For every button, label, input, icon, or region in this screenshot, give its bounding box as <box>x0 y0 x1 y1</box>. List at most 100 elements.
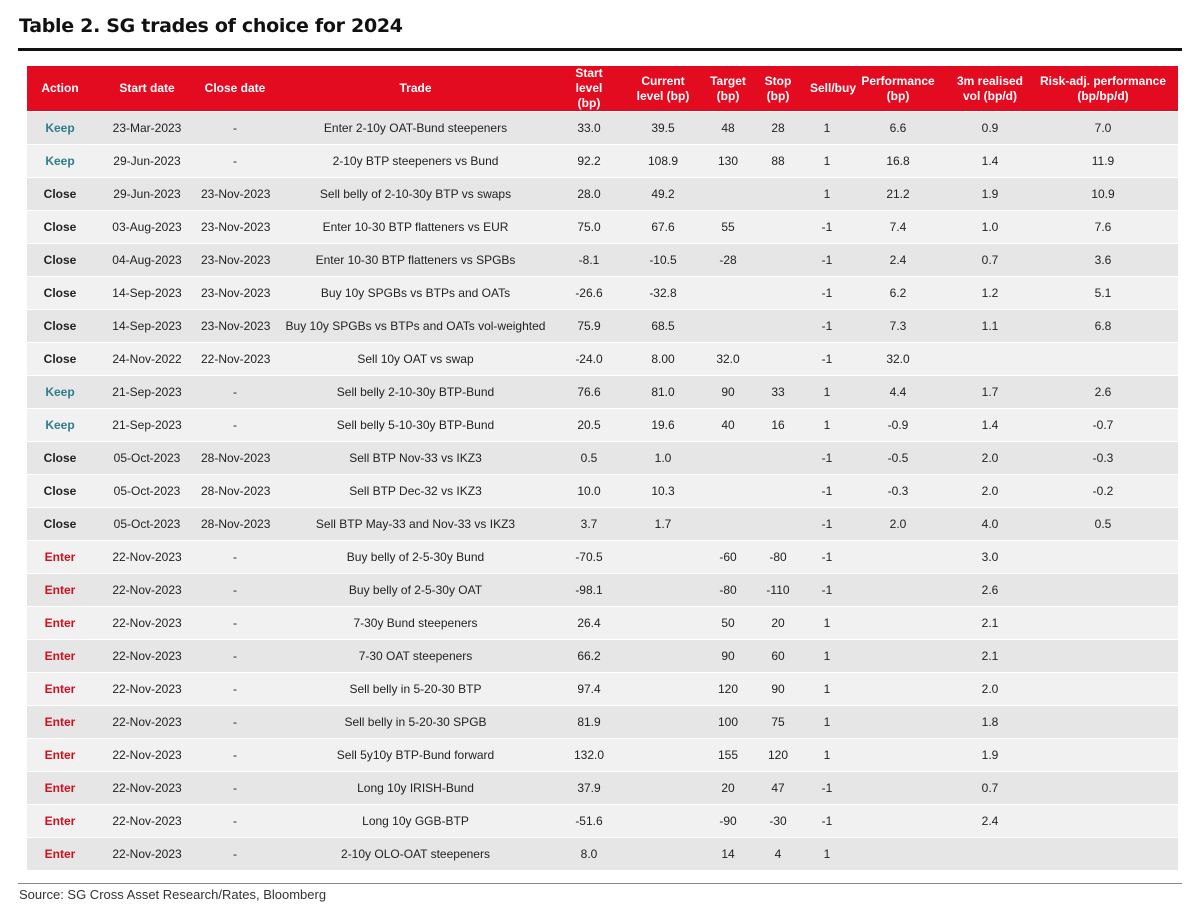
table-cell: 1 <box>810 705 844 739</box>
table-cell: - <box>201 144 269 178</box>
table-cell: - <box>201 573 269 607</box>
table-cell: -8.1 <box>562 243 616 277</box>
table-cell <box>844 606 952 640</box>
table-cell: -28 <box>710 243 746 277</box>
table-cell: 1.7 <box>952 375 1028 409</box>
table-cell: -30 <box>746 804 810 838</box>
table-cell <box>746 441 810 475</box>
table-cell <box>710 441 746 475</box>
table-body: Keep 23-Mar-2023- Enter 2-10y OAT-Bund ste… <box>27 111 1178 870</box>
table-cell: 23-Nov-2023 <box>201 177 270 211</box>
title: Table 2. SG trades of choice for 2024 <box>19 15 403 37</box>
table-cell: -24.0 <box>562 342 616 376</box>
table-cell: -0.9 <box>844 408 952 442</box>
table-cell: Enter 10-30 BTP flatteners vs SPGBs <box>269 243 562 277</box>
table-cell: 7.3 <box>844 309 952 343</box>
table-row: Close 05-Oct-2023 28-Nov-2023 Sell BTP Nov-… <box>27 441 1178 475</box>
table-cell: 90 <box>746 672 810 706</box>
table-cell <box>844 705 952 739</box>
table-cell: 2.4 <box>844 243 952 277</box>
table-cell: 1 <box>810 408 844 442</box>
table-cell: 1.0 <box>952 210 1028 244</box>
table-cell: -80 <box>710 573 746 607</box>
table-cell: 28-Nov-2023 <box>201 441 270 475</box>
table-cell: 7.0 <box>1028 111 1178 145</box>
table-cell: 1.2 <box>952 276 1028 310</box>
table-cell <box>1028 771 1178 805</box>
table-cell <box>616 837 710 870</box>
table-cell: Sell belly in 5-20-30 BTP <box>269 672 562 706</box>
table-cell: 2.6 <box>1028 375 1178 409</box>
table-cell: 16.8 <box>844 144 952 178</box>
table-cell: - <box>201 771 269 805</box>
table-cell: -26.6 <box>562 276 616 310</box>
column-header: Risk-adj. performance (bp/bp/d) <box>1028 66 1178 112</box>
action-cell: Close <box>27 474 93 508</box>
table-cell: 2.0 <box>952 441 1028 475</box>
table-cell: -32.8 <box>616 276 710 310</box>
table-cell: 1 <box>810 144 844 178</box>
table-cell: 22-Nov-2023 <box>93 804 201 838</box>
table-cell: 68.5 <box>616 309 710 343</box>
table-cell: 66.2 <box>562 639 616 673</box>
table-cell: 55 <box>710 210 746 244</box>
table-cell: 28-Nov-2023 <box>201 474 270 508</box>
table-cell: 37.9 <box>562 771 616 805</box>
table-cell: 2.6 <box>952 573 1028 607</box>
action-cell: Close <box>27 507 93 541</box>
table-cell: 88 <box>746 144 810 178</box>
table-cell: Sell belly 2-10-30y BTP-Bund <box>269 375 562 409</box>
table-cell <box>844 804 952 838</box>
table-cell: 1.4 <box>952 408 1028 442</box>
table-cell <box>844 573 952 607</box>
table-cell: 90 <box>710 375 746 409</box>
table-cell: 0.5 <box>562 441 616 475</box>
table-cell: 3.6 <box>1028 243 1178 277</box>
table-cell <box>746 474 810 508</box>
table-cell: 7-30y Bund steepeners <box>269 606 562 640</box>
table-row: Enter 22-Nov-2023- Sell belly in 5-20-30 B… <box>27 672 1178 706</box>
action-cell: Close <box>27 243 93 277</box>
table-cell: 6.6 <box>844 111 952 145</box>
table-row: Enter 22-Nov-2023-2-10y OLO-OAT steepener… <box>27 837 1178 870</box>
table-cell: 4.4 <box>844 375 952 409</box>
table-cell: - <box>201 606 269 640</box>
table-cell: 81.9 <box>562 705 616 739</box>
table-cell: 1.8 <box>952 705 1028 739</box>
table-cell: 03-Aug-2023 <box>93 210 201 244</box>
table-cell <box>616 672 710 706</box>
table-cell: 155 <box>710 738 746 772</box>
table-cell: Sell belly of 2-10-30y BTP vs swaps <box>269 177 562 211</box>
table-cell: 22-Nov-2023 <box>93 837 201 870</box>
table-cell <box>616 606 710 640</box>
table-cell: - <box>201 639 269 673</box>
table-cell: 14-Sep-2023 <box>93 276 201 310</box>
table-cell <box>1028 705 1178 739</box>
action-cell: Close <box>27 210 93 244</box>
table-cell: - <box>201 804 269 838</box>
table-cell: -1 <box>810 474 844 508</box>
action-cell: Enter <box>27 639 93 673</box>
table-cell: 22-Nov-2023 <box>93 705 201 739</box>
table-cell <box>746 507 810 541</box>
action-cell: Enter <box>27 738 93 772</box>
table-cell: 1.9 <box>952 738 1028 772</box>
table-cell: 48 <box>710 111 746 145</box>
table-cell <box>710 507 746 541</box>
table-cell: 05-Oct-2023 <box>93 441 201 475</box>
table-cell: 2-10y BTP steepeners vs Bund <box>269 144 562 178</box>
source-note: Source: SG Cross Asset Research/Rates, B… <box>19 887 327 902</box>
action-cell: Close <box>27 309 93 343</box>
table-cell: 67.6 <box>616 210 710 244</box>
table-cell: 14-Sep-2023 <box>93 309 201 343</box>
table-cell <box>1028 804 1178 838</box>
table-row: Enter 22-Nov-2023- Sell belly in 5-20-30 S… <box>27 705 1178 739</box>
table-row: Close 03-Aug-2023 23-Nov-2023 Enter 10-30 B… <box>27 210 1178 244</box>
table-cell: 100 <box>710 705 746 739</box>
table-cell: 2.4 <box>952 804 1028 838</box>
table-cell: -1 <box>810 804 844 838</box>
table-cell <box>844 672 952 706</box>
table-cell: -0.7 <box>1028 408 1178 442</box>
table-cell: 04-Aug-2023 <box>93 243 201 277</box>
table-cell: 0.5 <box>1028 507 1178 541</box>
